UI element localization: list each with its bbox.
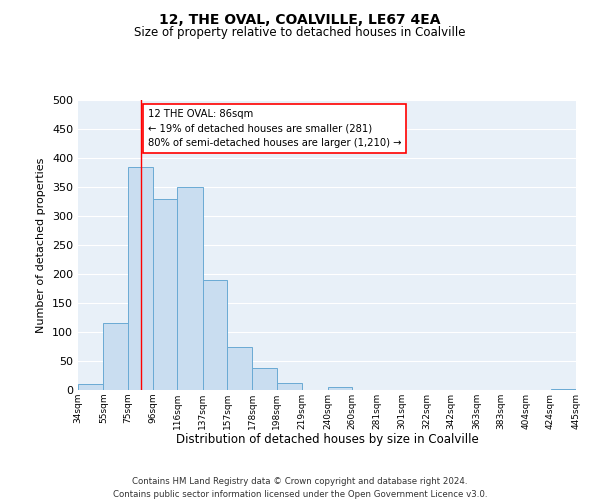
Bar xyxy=(203,280,227,390)
Text: Contains HM Land Registry data © Crown copyright and database right 2024.: Contains HM Land Registry data © Crown c… xyxy=(132,478,468,486)
Bar xyxy=(551,389,576,390)
Y-axis label: Number of detached properties: Number of detached properties xyxy=(37,158,46,332)
Bar xyxy=(178,187,203,390)
Bar xyxy=(153,198,178,390)
Text: Distribution of detached houses by size in Coalville: Distribution of detached houses by size … xyxy=(176,432,478,446)
Bar xyxy=(103,324,128,390)
Text: Size of property relative to detached houses in Coalville: Size of property relative to detached ho… xyxy=(134,26,466,39)
Text: 12 THE OVAL: 86sqm
← 19% of detached houses are smaller (281)
80% of semi-detach: 12 THE OVAL: 86sqm ← 19% of detached hou… xyxy=(148,108,401,148)
Bar xyxy=(328,387,352,390)
Bar xyxy=(128,166,153,390)
Bar xyxy=(253,368,277,390)
Bar xyxy=(227,346,253,390)
Text: Contains public sector information licensed under the Open Government Licence v3: Contains public sector information licen… xyxy=(113,490,487,499)
Text: 12, THE OVAL, COALVILLE, LE67 4EA: 12, THE OVAL, COALVILLE, LE67 4EA xyxy=(159,12,441,26)
Bar xyxy=(78,384,103,390)
Bar xyxy=(277,383,302,390)
